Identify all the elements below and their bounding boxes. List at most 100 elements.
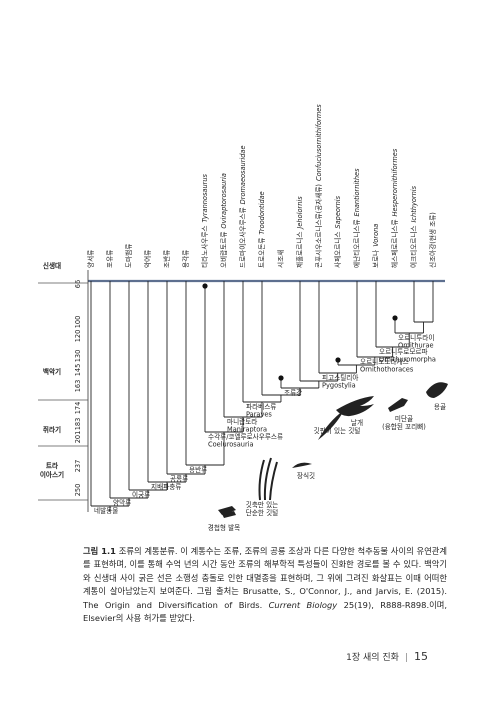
time-tick-label: 163 (74, 380, 82, 393)
taxon-latin: Jeholornis (296, 196, 304, 231)
taxon-name: 트로오돈류 (258, 238, 266, 268)
separator: | (404, 653, 408, 663)
extinction-dot (278, 375, 284, 381)
caption-label: 그림 1.1 (83, 546, 116, 556)
trait-label: 경첩형 발목 (208, 523, 240, 532)
node-latin: Pygostylia (322, 382, 356, 390)
taxon-label: 포유류 (106, 250, 114, 268)
figure-caption: 그림 1.1 조류의 계통분류. 이 계통수는 조류, 조류의 공룡 조상과 다… (83, 545, 447, 625)
node-label: 공룡류 (170, 475, 188, 483)
taxon-label: 트로오돈류 Troodontidae (258, 191, 266, 268)
extinction-dot (202, 283, 208, 289)
taxon-label: 사페오르니스 Sapeornis (333, 195, 342, 268)
taxon-label: 드로마이오사우루스류 Dromaeosauridae (238, 145, 247, 268)
taxon-name: 헤스페로르니스류 (390, 219, 399, 268)
node-label: 오르니투로모르파 (379, 347, 428, 356)
time-tick-label: 100 (74, 316, 82, 329)
taxon-label: 신조아강(현생 조류) (428, 212, 437, 268)
node-label: 조류강 (284, 388, 302, 397)
taxon-label: 보로나 Vorona (371, 224, 380, 268)
taxon-latin: Hesperornithiformes (391, 148, 399, 216)
keel-icon (426, 382, 448, 398)
time-tick-label: 120 (74, 330, 82, 343)
ankle-icon (218, 506, 236, 518)
node-label: 양막류 (113, 498, 131, 507)
taxon-name: 도마뱀류 (124, 244, 133, 268)
caption-text: 조류의 계통분류. 이 계통수는 조류, 조류의 공룡 조상과 다른 다양한 척… (83, 546, 447, 610)
node-latin: Maniraptora (227, 426, 267, 434)
time-tick-label: 250 (74, 484, 82, 497)
taxon-label: 에난티오르니스류 Enantiornithes (352, 168, 361, 268)
node-label: 파라베스류 (246, 402, 276, 411)
node-latin: Coelurosauria (208, 441, 254, 449)
trait-label: 깃축만 있는 (246, 500, 278, 509)
taxon-label: 시조새 (276, 250, 285, 268)
taxon-label: 콘푸시우소르니스류(공자새류) Confuciusornithiformes (314, 104, 323, 268)
taxon-label: 헤스페로르니스류 Hesperornithiformes (390, 148, 399, 268)
trait-label: 날개 (351, 418, 363, 427)
trait-label: 깃판이 있는 깃털 (314, 426, 361, 435)
node-label: 수각류/코엘루로사우루스류 (208, 432, 283, 441)
taxon-latin: Dromaeosauridae (239, 145, 247, 204)
phylogeny-diagram: 양서류 포유류 도마뱀류 악어류 조반류 용각류 티라노사우루스 Tyrannosaurus 오… (38, 104, 448, 532)
time-tick-label: 145 (74, 364, 82, 377)
taxon-label: 악어류 (143, 250, 152, 268)
period-label-line: 이아스기 (40, 470, 64, 479)
node-label: 지배파충류 (151, 482, 181, 491)
caption-journal: Current Biology (268, 599, 338, 610)
extinction-dot (392, 315, 398, 321)
pygostyle-icon (388, 398, 408, 412)
period-label: 신생대 (43, 261, 61, 270)
period-label: 트라 이아스기 (40, 461, 64, 479)
taxon-name: 시조새 (276, 250, 285, 268)
trait-label: (융합된 꼬리뼈) (382, 422, 426, 431)
taxon-name: 티라노사우루스 (200, 226, 209, 268)
node-label: 용반류 (189, 465, 207, 474)
trait-label: 장식깃 (297, 471, 315, 480)
taxon-name: 포유류 (106, 250, 114, 268)
node-label: 오르니토토라케스 (360, 357, 409, 366)
page-number: 15 (414, 650, 428, 663)
taxon-name: 오비랍토르류 (219, 232, 228, 268)
page-footer: 1장 새의 진화 | 15 (346, 650, 428, 663)
node-label: 네발동물 (94, 506, 118, 515)
trait-label: 미단골 (395, 414, 413, 423)
vaned-feather-icon (318, 410, 344, 440)
taxon-label: 양서류 (86, 250, 95, 268)
node-latin: Ornithurae (398, 342, 434, 350)
period-label: 백악기 (43, 367, 61, 376)
taxon-name: 사페오르니스 (333, 232, 342, 268)
taxon-latin: Ichthyornis (410, 185, 418, 222)
chapter-title: 1장 새의 진화 (346, 653, 399, 663)
caption-text-after: 25(19), R888-R898.이며, Elsevier의 사용 허가를 받… (83, 599, 447, 624)
taxon-name: 이크티오르니스 (409, 226, 418, 268)
taxon-label: 오비랍토르류 Oviraptorosauria (219, 173, 228, 268)
taxon-name: 악어류 (143, 250, 152, 268)
taxon-name: 에난티오르니스류 (352, 219, 361, 268)
time-tick-label: 201 (74, 431, 82, 444)
taxon-label: 도마뱀류 (124, 244, 133, 268)
node-label: 이궁류 (132, 490, 150, 499)
taxon-name: 제홀로르니스 (295, 232, 304, 268)
taxon-latin: Enantiornithes (353, 168, 361, 217)
trait-label: 용골 (434, 403, 446, 411)
period-label-line: 트라 (46, 461, 59, 470)
taxon-name: 신조아강(현생 조류) (428, 212, 437, 268)
node-label: 피고스틸리아 (322, 373, 358, 382)
taxon-label: 조반류 (162, 250, 171, 268)
simple-feather-icon (258, 457, 278, 501)
display-feather-icon (292, 462, 312, 468)
taxon-name: 용각류 (182, 250, 190, 268)
taxon-label: 제홀로르니스Jeholornis (295, 196, 304, 268)
time-tick-label: 130 (74, 350, 82, 363)
taxon-name: 콘푸시우소르니스류(공자새류) (314, 184, 323, 268)
wing-icon (336, 396, 374, 417)
node-latin: Paraves (246, 411, 272, 419)
taxon-name: 보로나 (371, 250, 380, 268)
taxon-latin: Oviraptorosauria (220, 173, 228, 228)
taxon-name: 드로마이오사우루스류 (238, 207, 247, 268)
taxon-name: 조반류 (162, 250, 171, 268)
node-label: 오르니투라이 (398, 333, 434, 342)
extinction-dot (335, 357, 341, 363)
